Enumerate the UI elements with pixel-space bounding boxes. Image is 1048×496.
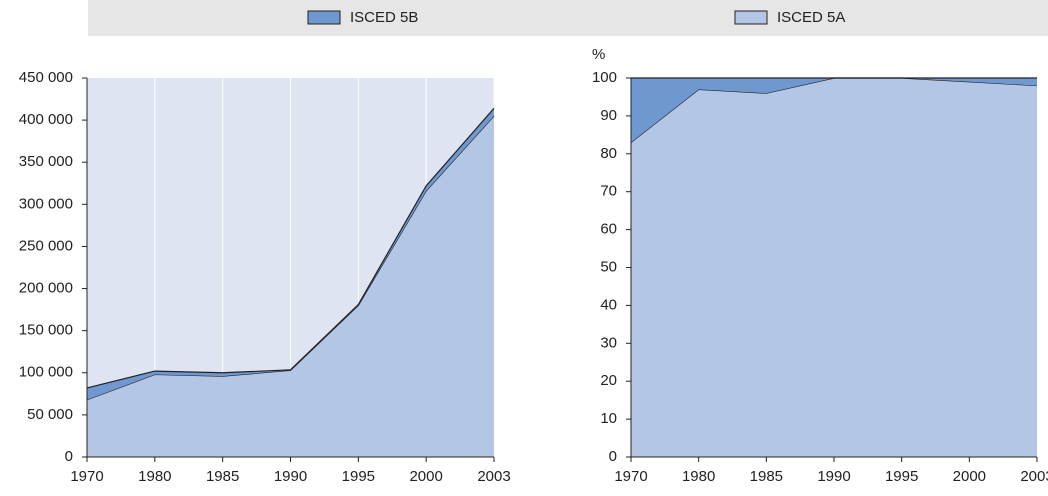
y-tick-label: 80 — [600, 145, 617, 162]
legend-label: ISCED 5A — [777, 9, 845, 26]
area — [87, 115, 494, 458]
y-tick-label: 300 000 — [19, 195, 73, 212]
y-tick-label: 50 — [600, 258, 617, 275]
y-tick-label: 90 — [600, 107, 617, 124]
x-tick-label: 1980 — [682, 468, 715, 485]
y-tick-label: 200 000 — [19, 280, 73, 297]
legend-swatch — [307, 10, 341, 25]
y-tick-label: 450 000 — [19, 69, 73, 86]
y-tick-label: 40 — [600, 296, 617, 313]
x-tick-label: 1985 — [750, 468, 783, 485]
legend-swatch — [734, 10, 768, 25]
legend-bar — [88, 0, 1048, 36]
x-tick-label: 1995 — [342, 468, 375, 485]
x-tick-label: 2003 — [1020, 468, 1048, 485]
y-tick-label: 10 — [600, 410, 617, 427]
y-tick-label: 20 — [600, 372, 617, 389]
y-axis-label: % — [592, 46, 605, 63]
y-tick-label: 100 — [592, 69, 617, 86]
x-tick-label: 1970 — [70, 468, 103, 485]
x-tick-label: 2000 — [409, 468, 442, 485]
x-tick-label: 1980 — [138, 468, 171, 485]
area — [631, 78, 1037, 143]
y-tick-label: 400 000 — [19, 111, 73, 128]
y-tick-label: 60 — [600, 221, 617, 238]
y-tick-label: 70 — [600, 183, 617, 200]
x-tick-label: 1990 — [274, 468, 307, 485]
legend-label: ISCED 5B — [350, 9, 418, 26]
area-edge — [86, 107, 495, 389]
x-tick-label: 1995 — [885, 468, 918, 485]
y-tick-label: 0 — [609, 448, 617, 465]
y-tick-label: 350 000 — [19, 153, 73, 170]
area — [631, 78, 1037, 457]
x-tick-label: 2000 — [953, 468, 986, 485]
x-tick-label: 1985 — [206, 468, 239, 485]
x-tick-label: 2003 — [477, 468, 510, 485]
y-tick-label: 0 — [65, 448, 73, 465]
x-tick-label: 1970 — [614, 468, 647, 485]
y-tick-label: 100 000 — [19, 364, 73, 381]
y-tick-label: 30 — [600, 334, 617, 351]
y-tick-label: 50 000 — [27, 406, 73, 423]
y-tick-label: 150 000 — [19, 322, 73, 339]
y-tick-label: 250 000 — [19, 237, 73, 254]
x-tick-label: 1990 — [817, 468, 850, 485]
